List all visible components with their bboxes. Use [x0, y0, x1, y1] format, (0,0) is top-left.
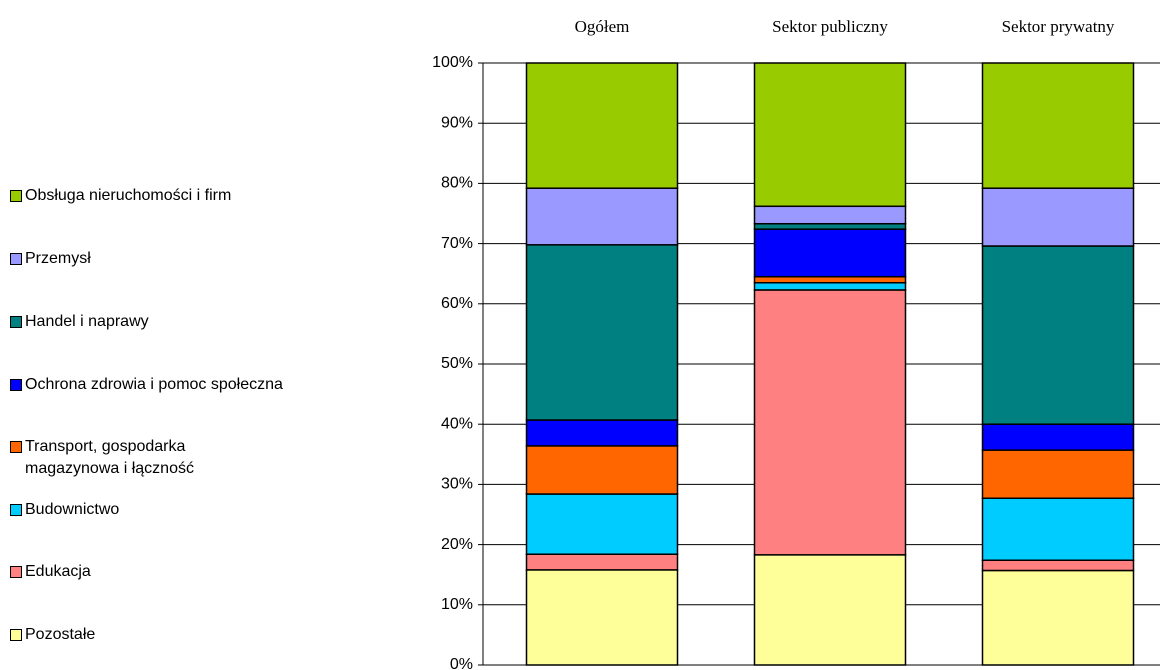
y-tick-label: 100%	[432, 54, 473, 71]
bar-segment	[753, 275, 907, 284]
legend-swatch	[10, 190, 22, 202]
legend-item: Pozostałe	[10, 624, 95, 646]
y-tick-label: 70%	[441, 235, 473, 252]
bar-segment	[981, 423, 1135, 451]
category-label: Sektor prywatny	[1002, 17, 1115, 36]
bar-segment	[525, 244, 679, 421]
legend-item: Obsługa nieruchomości i firm	[10, 185, 231, 207]
legend-label: Handel i naprawy	[25, 313, 149, 330]
category-label: Ogółem	[575, 17, 630, 36]
category-label: Sektor publiczny	[772, 17, 888, 36]
legend-swatch	[10, 504, 22, 516]
y-tick-label: 20%	[441, 536, 473, 553]
y-tick-label: 40%	[441, 415, 473, 432]
bar-segment	[753, 228, 907, 278]
bar-segment	[753, 222, 907, 230]
bar-segment	[753, 289, 907, 556]
bar-segment	[981, 569, 1135, 666]
y-tick-label: 30%	[441, 476, 473, 493]
legend-item: Ochrona zdrowia i pomoc społeczna	[10, 374, 283, 396]
bar-segment	[525, 419, 679, 447]
legend-swatch	[10, 253, 22, 265]
bar-segment	[981, 559, 1135, 572]
bar-segment	[753, 281, 907, 291]
y-tick-label: 80%	[441, 175, 473, 192]
bar-segment	[753, 205, 907, 225]
bar-segment	[981, 497, 1135, 562]
bar-segment	[525, 569, 679, 666]
legend-item: Edukacja	[10, 561, 91, 583]
bar-segment	[525, 62, 679, 189]
bar-segment	[525, 493, 679, 555]
legend-label: Obsługa nieruchomości i firm	[25, 187, 232, 204]
legend-label: Budownictwo	[25, 501, 120, 518]
bar-segment	[525, 553, 679, 571]
bar-segment	[981, 187, 1135, 247]
legend-swatch	[10, 566, 22, 578]
legend-swatch	[10, 316, 22, 328]
legend-item: Budownictwo	[10, 499, 119, 521]
bar-segment	[753, 62, 907, 208]
y-tick-label: 10%	[441, 596, 473, 613]
bar-segment	[525, 187, 679, 246]
y-tick-label: 60%	[441, 295, 473, 312]
legend-label: Transport, gospodarka magazynowa i łączn…	[25, 438, 194, 477]
legend-label: Ochrona zdrowia i pomoc społeczna	[25, 376, 283, 393]
bar-segment	[981, 62, 1135, 189]
legend-item: Transport, gospodarka magazynowa i łączn…	[10, 436, 255, 480]
bar-segment	[753, 554, 907, 666]
legend-label: Edukacja	[25, 563, 91, 580]
bar-segment	[981, 245, 1135, 425]
y-tick-label: 0%	[450, 656, 473, 670]
y-tick-label: 90%	[441, 114, 473, 131]
bar-segment	[525, 445, 679, 495]
legend-swatch	[10, 441, 22, 453]
legend-label: Pozostałe	[25, 626, 96, 643]
legend-item: Przemysł	[10, 248, 91, 270]
bar-segment	[981, 449, 1135, 499]
legend-item: Handel i naprawy	[10, 311, 149, 333]
legend-label: Przemysł	[25, 250, 91, 267]
y-tick-label: 50%	[441, 355, 473, 372]
legend-swatch	[10, 379, 22, 391]
legend-swatch	[10, 629, 22, 641]
